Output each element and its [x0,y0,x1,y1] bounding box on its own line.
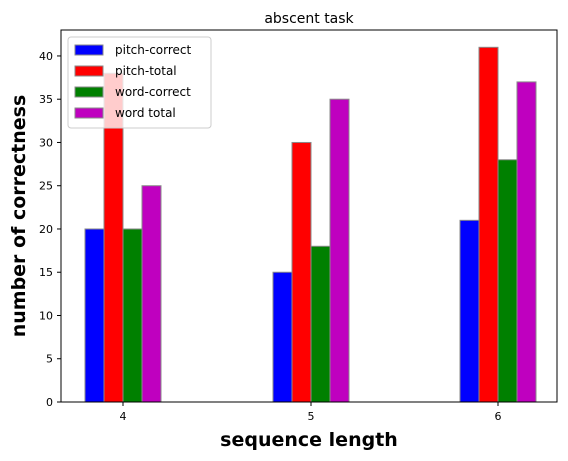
y-tick-label: 25 [39,180,53,193]
y-tick-label: 5 [46,353,53,366]
bar-word-total-5 [329,98,350,403]
bar-pitch-total-6 [478,46,499,403]
chart-title: abscent task [264,11,354,27]
legend-label: word total [115,106,176,120]
y-tick-label: 35 [39,93,53,106]
bar-pitch-correct-6 [459,219,480,403]
legend-swatch [74,86,104,98]
y-tick-label: 20 [39,223,53,236]
bar-word-correct-5 [310,245,331,403]
y-tick-label: 30 [39,136,53,149]
x-axis-label: sequence length [220,429,398,451]
bar-word-total-6 [516,81,537,403]
y-tick-label: 0 [46,396,53,409]
y-tick-label: 15 [39,266,53,279]
bar-word-total-4 [141,185,162,403]
legend-label: pitch-correct [115,43,192,57]
bar-pitch-total-5 [291,141,312,403]
legend-swatch [74,107,104,119]
bar-word-correct-4 [122,228,143,403]
plot-area [60,29,558,403]
legend-swatch [74,44,104,56]
y-tick-label: 10 [39,309,53,322]
legend-frame [67,36,212,129]
legend-label: word-correct [115,85,191,99]
bar-pitch-correct-4 [84,228,105,403]
bar-word-correct-6 [497,159,518,403]
y-axis-label: number of correctness [8,95,30,338]
y-tick-label: 40 [39,50,53,63]
legend-swatch [74,65,104,77]
legend-label: pitch-total [115,64,177,78]
x-tick-label: 4 [120,410,127,423]
legend: pitch-correct pitch-total word-correct word… [67,36,212,129]
x-tick-label: 6 [495,410,502,423]
bar-pitch-correct-5 [272,271,293,403]
x-tick-label: 5 [308,410,315,423]
